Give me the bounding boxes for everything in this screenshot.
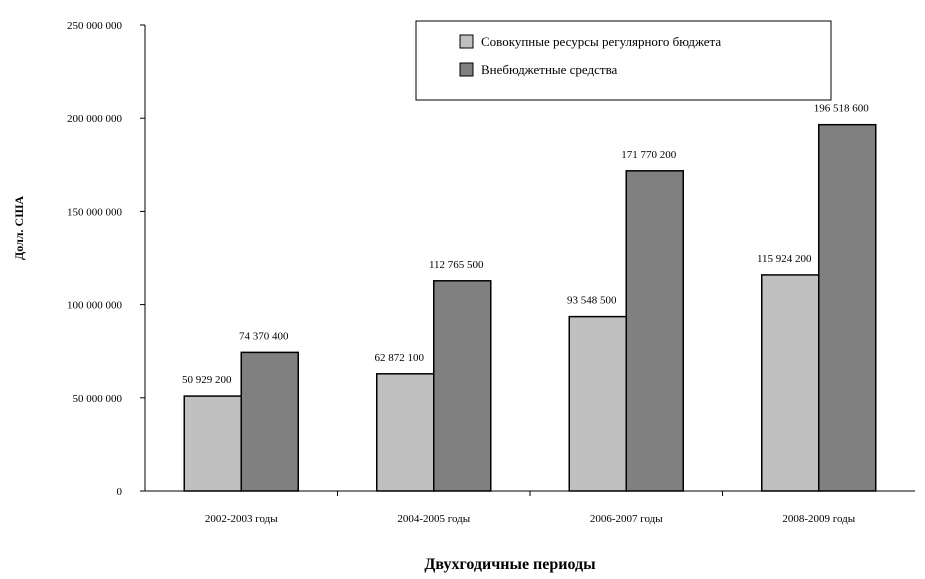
y-tick-label: 50 000 000 xyxy=(73,393,123,405)
y-tick-label: 250 000 000 xyxy=(67,20,123,32)
bar-regular-budget xyxy=(761,274,820,492)
data-labels-group: 50 929 200 74 370 400 62 872 100 112 765 50… xyxy=(182,103,869,386)
bar-regular-budget xyxy=(568,315,627,492)
data-label: 93 548 500 xyxy=(567,295,617,307)
bar-extrabudgetary xyxy=(818,123,877,492)
legend-label-extrabudgetary: Внебюджетные средства xyxy=(481,62,618,77)
data-label: 115 924 200 xyxy=(757,253,812,265)
data-label: 74 370 400 xyxy=(239,330,289,342)
data-label: 196 518 600 xyxy=(814,103,870,115)
legend-box xyxy=(415,20,832,101)
legend-label-regular-budget: Совокупные ресурсы регулярного бюджета xyxy=(481,34,721,49)
x-ticks-group xyxy=(337,491,723,496)
category-label: 2006-2007 годы xyxy=(590,513,663,525)
y-ticks-group: 0 50 000 000 100 000 000 150 000 000 200 000… xyxy=(67,20,145,498)
data-label: 50 929 200 xyxy=(182,374,232,386)
legend: Совокупные ресурсы регулярного бюджета В… xyxy=(415,20,832,101)
bar-regular-budget xyxy=(183,395,242,492)
y-tick-label: 150 000 000 xyxy=(67,206,123,218)
y-tick-label: 0 xyxy=(117,486,123,498)
data-label: 62 872 100 xyxy=(375,352,425,364)
legend-swatch-regular-budget xyxy=(459,34,474,49)
y-tick-label: 200 000 000 xyxy=(67,113,123,125)
category-labels-group: 2002-2003 годы 2004-2005 годы 2006-2007 го… xyxy=(205,513,856,525)
bar-regular-budget xyxy=(376,373,435,492)
x-axis-title: Двухгодичные периоды xyxy=(424,556,596,573)
category-label: 2002-2003 годы xyxy=(205,513,278,525)
y-axis-title: Долл. США xyxy=(12,196,26,260)
bar-extrabudgetary xyxy=(240,351,299,492)
data-label: 112 765 500 xyxy=(429,259,484,271)
legend-swatch-extrabudgetary xyxy=(459,62,474,77)
bar-extrabudgetary xyxy=(625,170,684,492)
category-label: 2004-2005 годы xyxy=(397,513,470,525)
category-label: 2008-2009 годы xyxy=(782,513,855,525)
bar-extrabudgetary xyxy=(433,280,492,492)
bars-group xyxy=(183,123,877,492)
data-label: 171 770 200 xyxy=(621,149,677,161)
y-tick-label: 100 000 000 xyxy=(67,300,123,312)
